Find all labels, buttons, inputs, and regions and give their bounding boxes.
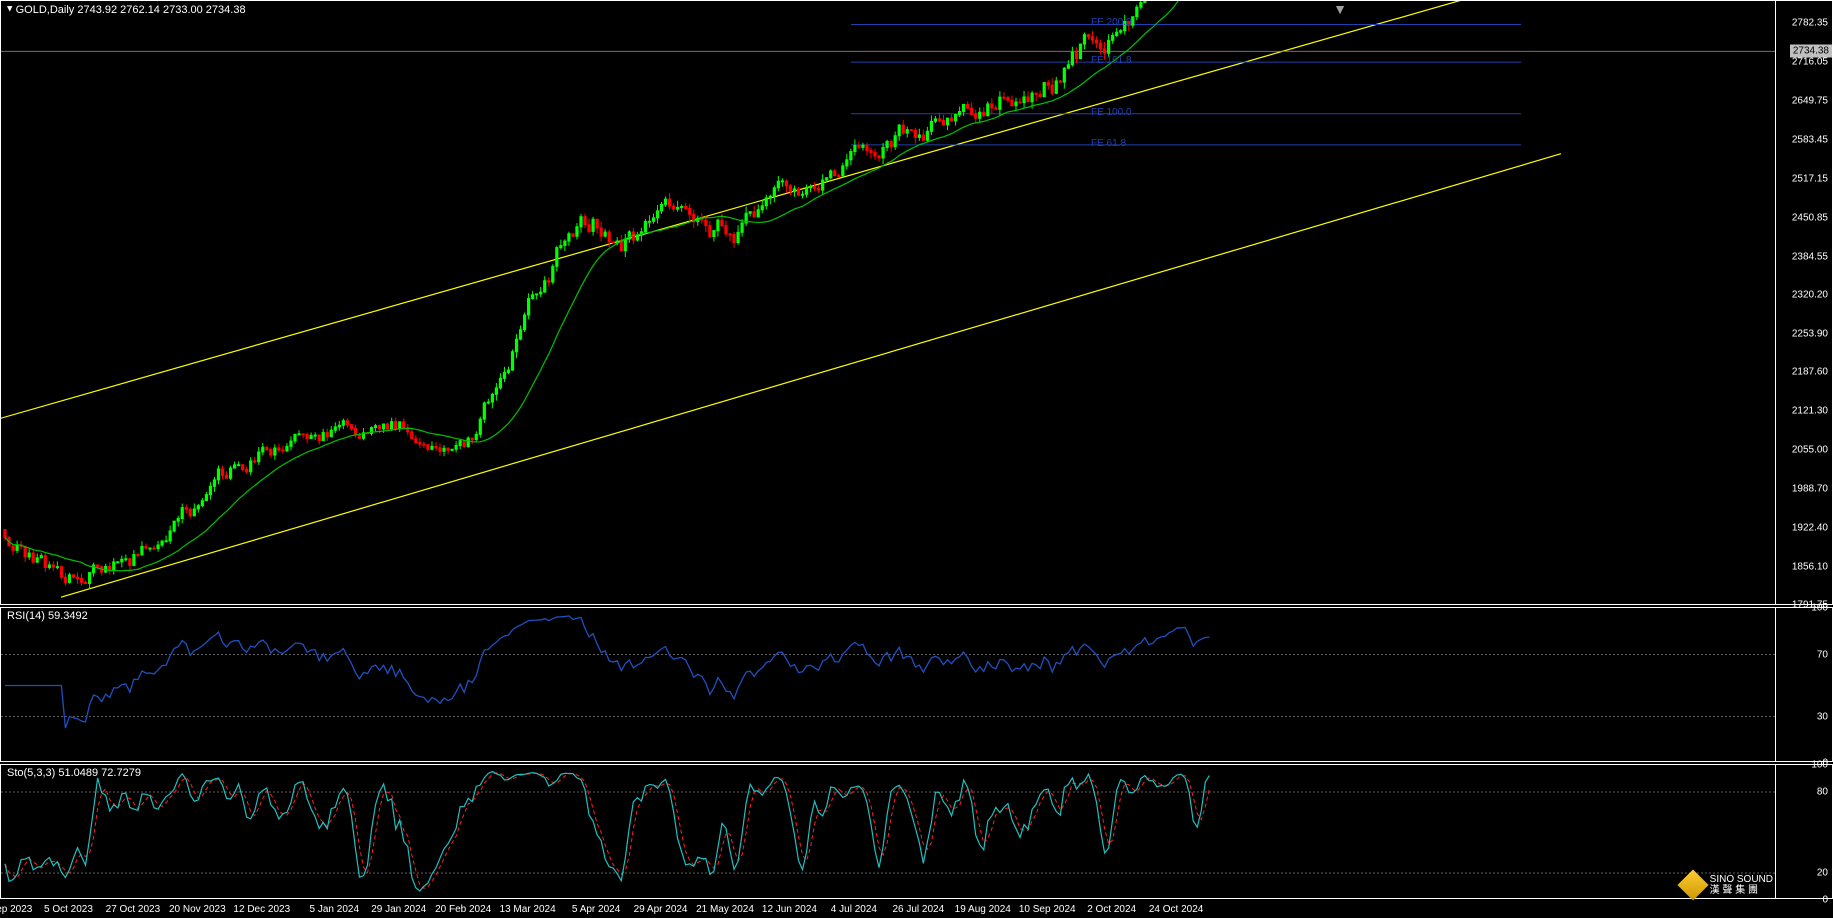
brand-logo: SINO SOUND 漢 聲 集 團 <box>1682 874 1773 896</box>
stochastic-panel[interactable]: Sto(5,3,3) 51.0489 72.7279 10080200 <box>0 764 1833 899</box>
rsi-panel[interactable]: RSI(14) 59.3492 10070300 <box>0 607 1833 762</box>
rsi-yaxis: 10070300 <box>1775 608 1832 761</box>
time-axis: 13 Sep 2023 5 Oct 2023 27 Oct 2023 20 Nov 2… <box>0 899 1777 917</box>
logo-text: SINO SOUND 漢 聲 集 團 <box>1710 874 1773 896</box>
price-ytick: 2055.00 <box>1792 445 1828 456</box>
time-xtick: 27 Oct 2023 <box>106 904 160 915</box>
time-xtick: 13 Mar 2024 <box>500 904 556 915</box>
rsi-ytick: 70 <box>1817 649 1828 660</box>
price-yaxis: 2782.35 2716.05 2649.75 2583.45 2517.15 2450.… <box>1775 1 1832 604</box>
last-price-marker: 2734.38 <box>1790 45 1832 58</box>
price-ytick: 2649.75 <box>1792 96 1828 107</box>
stochastic-ytick: 80 <box>1817 787 1828 798</box>
time-xtick: 13 Sep 2023 <box>0 904 32 915</box>
price-ytick: 1856.10 <box>1792 562 1828 573</box>
price-ytick: 2716.05 <box>1792 57 1828 68</box>
time-xtick: 5 Jan 2024 <box>310 904 360 915</box>
current-bar-arrow: ▼ <box>1333 1 1347 17</box>
time-xtick: 20 Feb 2024 <box>435 904 491 915</box>
chart-container[interactable]: ▴ GOLD,Daily 2743.92 2762.14 2733.00 273… <box>0 0 1833 918</box>
fib-label: FE 200.0 <box>1091 17 1132 28</box>
stochastic-ytick: 100 <box>1811 760 1828 771</box>
price-svg <box>1 1 1776 604</box>
fib-label: FE 61.8 <box>1091 138 1126 149</box>
time-xtick: 5 Apr 2024 <box>572 904 620 915</box>
price-ytick: 2384.55 <box>1792 251 1828 262</box>
time-xtick: 29 Apr 2024 <box>634 904 688 915</box>
time-xtick: 19 Aug 2024 <box>955 904 1011 915</box>
stochastic-ytick: 20 <box>1817 868 1828 879</box>
rsi-ytick: 30 <box>1817 711 1828 722</box>
time-xtick: 20 Nov 2023 <box>169 904 226 915</box>
price-ytick: 2583.45 <box>1792 134 1828 145</box>
time-xtick: 2 Oct 2024 <box>1087 904 1136 915</box>
time-xtick: 26 Jul 2024 <box>892 904 944 915</box>
logo-diamond-icon <box>1677 869 1708 900</box>
fib-label: FE 161.8 <box>1091 55 1132 66</box>
time-xtick: 21 May 2024 <box>696 904 754 915</box>
time-xtick: 29 Jan 2024 <box>371 904 426 915</box>
price-ytick: 2187.60 <box>1792 367 1828 378</box>
stochastic-ytick: 0 <box>1822 895 1828 906</box>
price-ytick: 2517.15 <box>1792 173 1828 184</box>
fib-label: FE 100.0 <box>1091 107 1132 118</box>
price-ytick: 1988.70 <box>1792 484 1828 495</box>
rsi-svg <box>1 608 1776 761</box>
time-xtick: 4 Jul 2024 <box>831 904 877 915</box>
price-ytick: 2782.35 <box>1792 18 1828 29</box>
price-ytick: 2121.30 <box>1792 406 1828 417</box>
time-xtick: 5 Oct 2023 <box>44 904 93 915</box>
time-xtick: 24 Oct 2024 <box>1149 904 1203 915</box>
time-xtick: 12 Jun 2024 <box>762 904 817 915</box>
price-panel[interactable]: ▴ GOLD,Daily 2743.92 2762.14 2733.00 273… <box>0 0 1833 605</box>
stochastic-svg <box>1 765 1776 898</box>
price-ytick: 1922.40 <box>1792 523 1828 534</box>
time-xtick: 10 Sep 2024 <box>1019 904 1076 915</box>
rsi-ytick: 100 <box>1811 603 1828 614</box>
time-xtick: 12 Dec 2023 <box>233 904 290 915</box>
price-ytick: 2253.90 <box>1792 328 1828 339</box>
price-ytick: 2450.85 <box>1792 212 1828 223</box>
price-ytick: 2320.20 <box>1792 289 1828 300</box>
stochastic-yaxis: 10080200 <box>1775 765 1832 898</box>
